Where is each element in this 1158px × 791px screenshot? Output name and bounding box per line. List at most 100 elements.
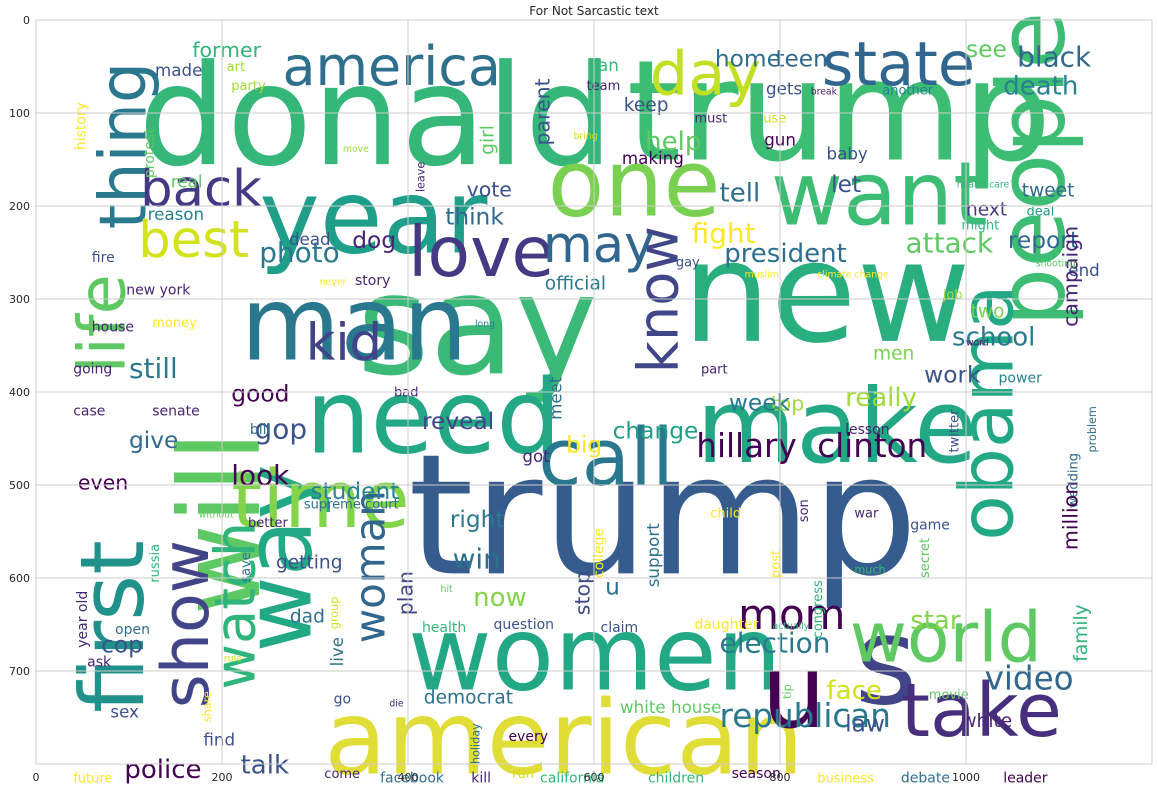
word-95: white bbox=[961, 711, 1012, 732]
word-97: democrat bbox=[424, 688, 513, 709]
x-tick-label: 800 bbox=[770, 771, 791, 784]
word-175: war bbox=[854, 507, 879, 522]
word-123: fan bbox=[592, 55, 619, 75]
word-105: house bbox=[92, 320, 134, 336]
word-15: need bbox=[306, 358, 562, 477]
word-142: meet bbox=[545, 376, 565, 420]
word-109: think bbox=[445, 204, 504, 231]
word-5: people bbox=[978, 12, 1086, 327]
word-185: u bbox=[605, 574, 620, 601]
word-182: twitter bbox=[948, 409, 963, 453]
word-3: say bbox=[357, 244, 598, 406]
word-103: cop bbox=[101, 631, 143, 658]
word-145: supreme court bbox=[304, 497, 399, 512]
chart-title: For Not Sarcastic text bbox=[529, 4, 659, 18]
word-20: call bbox=[538, 412, 674, 504]
y-tick-label: 600 bbox=[9, 572, 30, 585]
word-165: claim bbox=[601, 620, 639, 636]
word-52: gets bbox=[766, 78, 802, 98]
word-117: fire bbox=[92, 250, 115, 266]
word-55: must bbox=[694, 111, 727, 126]
word-89: now bbox=[473, 583, 527, 613]
word-76: lesson bbox=[845, 422, 890, 438]
word-147: getting bbox=[276, 553, 343, 574]
word-196: business bbox=[817, 772, 874, 787]
word-154: history bbox=[73, 102, 89, 150]
word-96: white house bbox=[620, 697, 721, 717]
word-39: hillary bbox=[696, 427, 796, 465]
word-187: parent bbox=[530, 78, 554, 145]
word-199: facebook bbox=[380, 771, 445, 787]
y-tick-label: 700 bbox=[9, 665, 30, 678]
word-1: donald bbox=[138, 35, 613, 197]
word-71: power bbox=[999, 371, 1043, 387]
word-200: come bbox=[324, 767, 360, 782]
word-179: problem bbox=[1086, 406, 1099, 452]
word-130: gay bbox=[676, 255, 700, 270]
word-4: new bbox=[682, 212, 970, 374]
word-149: save bbox=[239, 552, 254, 582]
word-201: future bbox=[73, 772, 112, 787]
word-73: top bbox=[771, 392, 805, 416]
word-194: children bbox=[648, 771, 704, 787]
word-161: hit bbox=[441, 584, 453, 595]
word-174: child bbox=[710, 507, 741, 522]
word-171: post bbox=[769, 550, 784, 578]
word-33: watch bbox=[204, 522, 269, 690]
word-63: deal bbox=[1026, 204, 1054, 219]
word-12: year bbox=[259, 159, 488, 278]
word-140: leave bbox=[415, 162, 428, 192]
word-132: climate change bbox=[817, 270, 889, 281]
word-34: know bbox=[627, 226, 692, 373]
word-10: american bbox=[324, 679, 804, 791]
word-116: dead bbox=[289, 229, 331, 249]
word-14: make bbox=[696, 368, 977, 487]
word-8: first bbox=[61, 540, 164, 713]
word-25: america bbox=[282, 35, 500, 98]
x-tick-label: 0 bbox=[33, 771, 40, 784]
word-118: made bbox=[155, 60, 202, 80]
word-122: team bbox=[587, 79, 621, 94]
word-101: sex bbox=[110, 702, 139, 722]
word-86: student bbox=[310, 478, 399, 505]
word-88: win bbox=[453, 543, 501, 576]
word-170: support bbox=[643, 523, 663, 588]
word-79: reveal bbox=[422, 408, 494, 435]
word-51: see bbox=[966, 36, 1007, 63]
word-9: women bbox=[408, 596, 782, 715]
word-127: health care bbox=[957, 179, 1010, 190]
word-172: much bbox=[854, 563, 885, 576]
y-tick-label: 100 bbox=[9, 107, 30, 120]
word-190: every bbox=[508, 729, 548, 745]
x-tick-label: 400 bbox=[398, 771, 419, 784]
word-60: fight bbox=[692, 217, 756, 250]
word-40: clinton bbox=[817, 427, 927, 465]
word-137: never bbox=[320, 277, 347, 288]
word-169: college bbox=[591, 528, 607, 578]
word-128: might bbox=[961, 218, 999, 233]
word-155: protest bbox=[142, 128, 158, 178]
word-107: senate bbox=[152, 403, 199, 419]
word-11: one bbox=[548, 129, 721, 237]
word-2: trump bbox=[627, 31, 1052, 193]
word-74: week bbox=[729, 390, 791, 417]
word-189: holiday bbox=[470, 723, 483, 764]
word-31: best bbox=[138, 210, 249, 270]
word-70: men bbox=[873, 343, 914, 364]
word-24: world bbox=[850, 598, 1042, 679]
word-129: shooting bbox=[1036, 258, 1076, 269]
word-153: case bbox=[73, 403, 105, 419]
word-21: time bbox=[231, 454, 409, 546]
word-197: debate bbox=[901, 771, 950, 787]
y-tick-label: 500 bbox=[9, 479, 30, 492]
word-126: break bbox=[811, 86, 838, 97]
word-115: real bbox=[171, 171, 203, 191]
word-148: russia bbox=[148, 544, 163, 583]
word-157: share bbox=[201, 691, 214, 722]
word-138: bring bbox=[574, 131, 598, 142]
word-121: party bbox=[231, 79, 266, 94]
word-173: secret bbox=[918, 538, 933, 578]
word-50: teen bbox=[775, 46, 828, 73]
word-67: school bbox=[952, 323, 1035, 353]
word-184: movie bbox=[929, 688, 969, 703]
